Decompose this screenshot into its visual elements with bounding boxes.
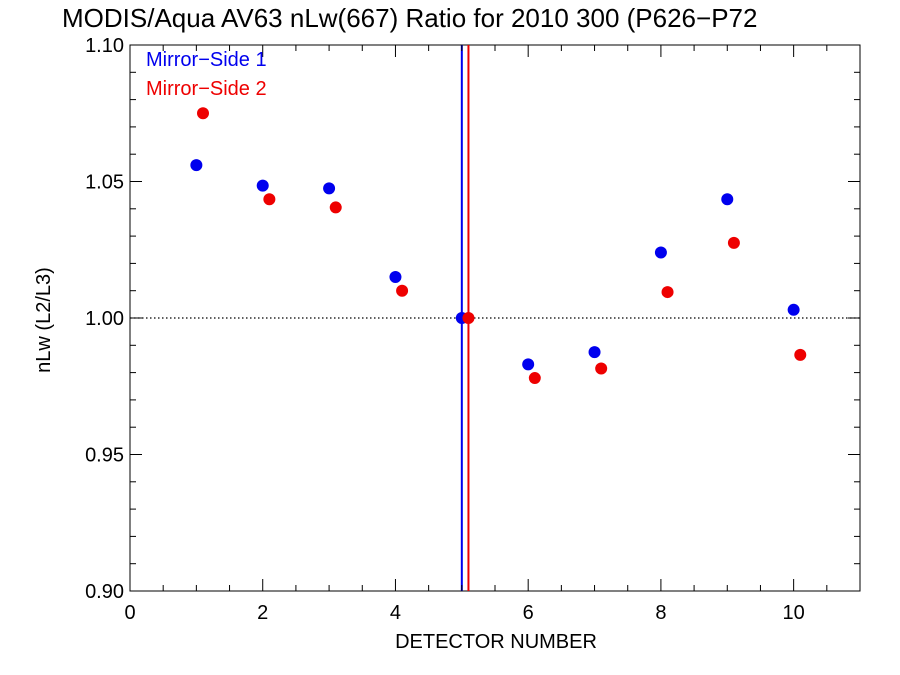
series-2-point (794, 348, 807, 361)
x-tick-label: 4 (390, 602, 401, 624)
y-tick-label: 0.90 (85, 581, 124, 603)
x-axis-label: DETECTOR NUMBER (395, 631, 597, 653)
series-2-point (197, 107, 209, 120)
series-2-point (263, 193, 276, 206)
chart-title: MODIS/Aqua AV63 nLw(667) Ratio for 2010 … (62, 3, 757, 33)
y-axis-label: nLw (L2/L3) (33, 267, 55, 373)
series-2-point (661, 286, 674, 299)
legend-entry-mirror-side-2: Mirror−Side 2 (146, 78, 267, 100)
axes: 0 2 4 6 8 10 0.90 0.95 1.00 1.05 1.10 (85, 35, 861, 624)
series-1-point (522, 358, 535, 371)
reference-lines (130, 45, 860, 591)
series-2-point (595, 362, 608, 375)
series-1-point (256, 179, 269, 192)
y-tick-label: 1.10 (85, 35, 124, 57)
x-tick-label: 0 (124, 602, 135, 624)
x-tick-label: 8 (655, 602, 666, 624)
series-2-point (462, 312, 475, 324)
y-tick-label: 1.05 (85, 172, 124, 194)
series-1-point (654, 246, 667, 259)
series-1-point (389, 271, 402, 284)
legend-entry-mirror-side-1: Mirror−Side 1 (146, 49, 267, 71)
x-tick-label: 10 (783, 602, 805, 624)
data-points (190, 107, 807, 385)
series-2-point (727, 236, 740, 249)
series-1-point (588, 346, 601, 359)
series-1-point (323, 182, 336, 195)
x-tick-label: 2 (257, 602, 268, 624)
series-2-point (396, 284, 409, 297)
series-1-point (190, 159, 203, 172)
series-1-point (721, 193, 734, 206)
x-tick-label: 6 (523, 602, 534, 624)
y-tick-label: 1.00 (85, 308, 124, 330)
series-2-point (329, 201, 342, 214)
series-2-point (528, 372, 541, 385)
series-1-point (787, 303, 800, 316)
y-tick-label: 0.95 (85, 445, 124, 467)
legend: Mirror−Side 1 Mirror−Side 2 (146, 49, 267, 100)
